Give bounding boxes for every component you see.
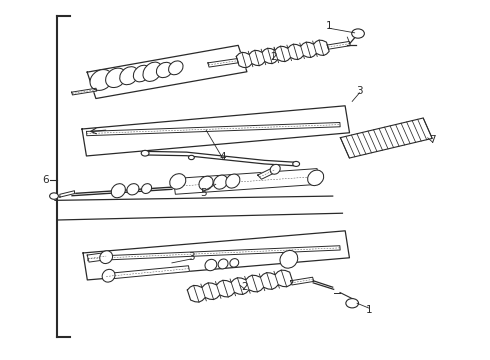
- Polygon shape: [87, 253, 107, 262]
- Text: 1: 1: [325, 21, 332, 31]
- Text: 3: 3: [356, 86, 363, 96]
- Ellipse shape: [102, 269, 115, 282]
- Ellipse shape: [133, 65, 150, 82]
- Polygon shape: [173, 168, 319, 194]
- Ellipse shape: [218, 259, 228, 269]
- Text: 5: 5: [200, 188, 207, 198]
- Ellipse shape: [106, 68, 126, 87]
- Ellipse shape: [270, 165, 280, 174]
- Ellipse shape: [142, 184, 151, 193]
- Polygon shape: [208, 59, 238, 67]
- Polygon shape: [341, 118, 432, 158]
- Text: 2: 2: [270, 53, 276, 63]
- Polygon shape: [87, 246, 340, 261]
- Polygon shape: [291, 277, 314, 285]
- Circle shape: [352, 29, 365, 38]
- Ellipse shape: [280, 251, 298, 268]
- Polygon shape: [60, 191, 74, 197]
- Text: 3: 3: [188, 252, 195, 262]
- Circle shape: [346, 298, 359, 308]
- Ellipse shape: [308, 170, 324, 186]
- Ellipse shape: [127, 184, 139, 195]
- Circle shape: [141, 150, 149, 156]
- Ellipse shape: [143, 62, 162, 81]
- Polygon shape: [87, 122, 340, 136]
- Text: 2: 2: [242, 282, 248, 292]
- Polygon shape: [106, 266, 190, 279]
- Polygon shape: [82, 106, 349, 156]
- Circle shape: [189, 156, 195, 159]
- Polygon shape: [87, 45, 247, 99]
- Ellipse shape: [111, 184, 125, 198]
- Ellipse shape: [205, 259, 217, 271]
- Polygon shape: [258, 168, 276, 179]
- Polygon shape: [187, 270, 293, 302]
- Ellipse shape: [100, 251, 113, 264]
- Text: 6: 6: [42, 175, 49, 185]
- Text: 4: 4: [220, 152, 226, 162]
- Ellipse shape: [199, 176, 213, 190]
- Ellipse shape: [90, 69, 113, 90]
- Ellipse shape: [169, 61, 183, 75]
- Ellipse shape: [156, 62, 173, 78]
- Ellipse shape: [230, 258, 239, 267]
- Circle shape: [293, 161, 299, 166]
- Text: 7: 7: [429, 135, 436, 145]
- Ellipse shape: [214, 175, 228, 189]
- Ellipse shape: [226, 174, 240, 188]
- Polygon shape: [72, 88, 97, 95]
- Ellipse shape: [120, 67, 138, 85]
- Polygon shape: [83, 231, 349, 280]
- Ellipse shape: [170, 174, 186, 189]
- Text: 1: 1: [366, 305, 372, 315]
- Polygon shape: [236, 40, 329, 68]
- Circle shape: [49, 193, 58, 199]
- Polygon shape: [327, 41, 350, 49]
